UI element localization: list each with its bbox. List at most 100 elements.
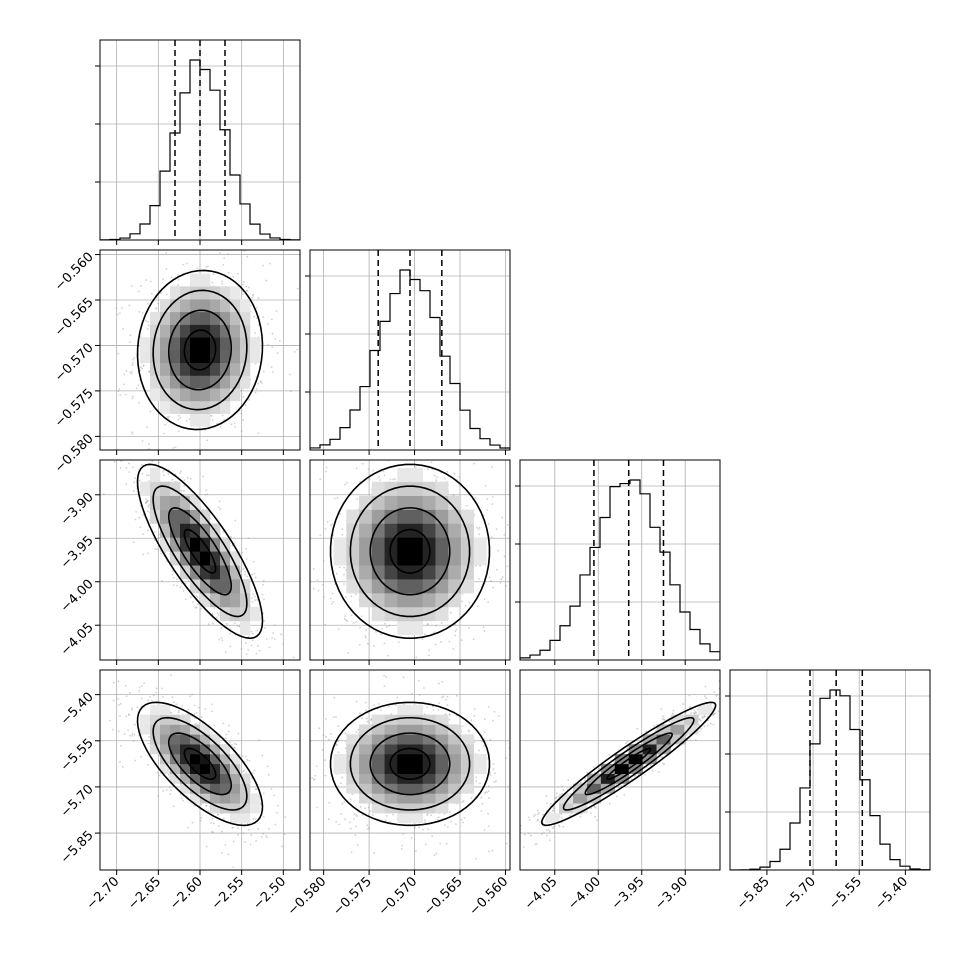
sample-point: [460, 639, 463, 642]
sample-point: [180, 797, 183, 799]
sample-point: [196, 267, 199, 270]
sample-point: [473, 714, 476, 717]
density-cell: [160, 481, 171, 496]
sample-point: [134, 477, 136, 480]
sample-point: [127, 462, 130, 465]
sample-point: [204, 493, 207, 496]
sample-point: [484, 791, 487, 794]
sample-point: [383, 665, 385, 667]
sample-point: [246, 759, 249, 761]
sample-point: [273, 638, 276, 640]
panel-3-0: −5.85−5.70−5.55−5.40−2.70 −2.65 −2.60 −2.55…: [58, 669, 301, 913]
sample-point: [237, 732, 240, 735]
sample-point: [392, 478, 394, 481]
density-cell: [422, 579, 436, 594]
contour-level-1: [167, 309, 233, 391]
sample-point: [383, 685, 386, 687]
sample-point: [199, 819, 202, 822]
sample-point: [112, 699, 115, 702]
density-cell: [410, 509, 424, 524]
sample-point: [488, 850, 490, 853]
sample-point: [270, 787, 273, 790]
sample-point: [491, 503, 494, 505]
sample-point: [175, 584, 178, 587]
sample-point: [156, 548, 158, 551]
sample-point: [210, 822, 212, 824]
sample-point: [528, 498, 530, 500]
sample-point: [266, 765, 269, 768]
sample-point: [225, 733, 228, 736]
sample-point: [364, 807, 367, 810]
sample-point: [461, 725, 464, 728]
sample-point: [256, 629, 259, 632]
sample-point: [482, 626, 485, 628]
density-cell: [160, 523, 171, 538]
sample-point: [123, 439, 125, 441]
density-cell: [240, 375, 251, 389]
sample-point: [361, 462, 364, 465]
density-cell: [160, 509, 171, 524]
sample-point: [132, 490, 135, 492]
sample-point: [293, 350, 296, 353]
sample-point: [171, 573, 174, 576]
sample-point: [373, 704, 376, 707]
sample-point: [415, 656, 418, 659]
sample-point: [139, 369, 142, 372]
sample-point: [133, 723, 136, 726]
sample-point: [229, 632, 232, 635]
sample-point: [129, 371, 132, 374]
sample-point: [253, 315, 256, 318]
sample-point: [492, 719, 494, 722]
density-cell: [160, 754, 171, 765]
sample-point: [430, 461, 433, 464]
sample-point: [257, 297, 260, 299]
sample-point: [170, 711, 173, 714]
sample-point: [488, 797, 491, 800]
sample-point: [242, 419, 245, 421]
sample-point: [275, 309, 278, 312]
sample-point: [256, 598, 258, 601]
sample-point: [140, 697, 143, 700]
sample-point: [213, 607, 216, 610]
sample-point: [266, 836, 268, 839]
sample-point: [235, 743, 238, 746]
sample-point: [345, 596, 347, 598]
sample-point: [335, 820, 338, 823]
sample-point: [134, 518, 137, 521]
density-cell: [359, 593, 373, 608]
density-cell: [210, 362, 221, 376]
sample-point: [178, 709, 180, 712]
sample-point: [319, 478, 322, 481]
density-cell: [150, 311, 161, 325]
contour-level-1: [167, 732, 233, 796]
sample-point: [367, 806, 370, 809]
sample-point: [295, 515, 297, 517]
sample-point: [438, 702, 440, 705]
sample-point: [131, 433, 134, 435]
sample-point: [254, 362, 257, 365]
sample-point: [139, 505, 142, 507]
sample-point: [209, 414, 212, 417]
density-cell: [180, 783, 191, 794]
sample-point: [130, 285, 133, 287]
sample-point: [329, 597, 332, 600]
sample-point: [134, 759, 137, 762]
density-cell: [435, 523, 449, 538]
sample-point: [140, 464, 143, 466]
sample-point: [445, 842, 448, 845]
sample-point: [164, 423, 167, 426]
density-cell: [333, 537, 347, 552]
sample-point: [464, 419, 466, 421]
sample-point: [373, 852, 376, 854]
sample-point: [503, 555, 506, 558]
density-cell: [220, 551, 231, 566]
sample-point: [343, 617, 346, 620]
sample-point: [187, 580, 190, 582]
sample-point: [190, 493, 193, 496]
density-cell: [200, 724, 211, 735]
density-cell: [371, 537, 385, 552]
sample-point: [426, 814, 429, 817]
sample-point: [169, 453, 171, 455]
density-cell: [410, 551, 424, 566]
density-cell: [150, 350, 161, 364]
